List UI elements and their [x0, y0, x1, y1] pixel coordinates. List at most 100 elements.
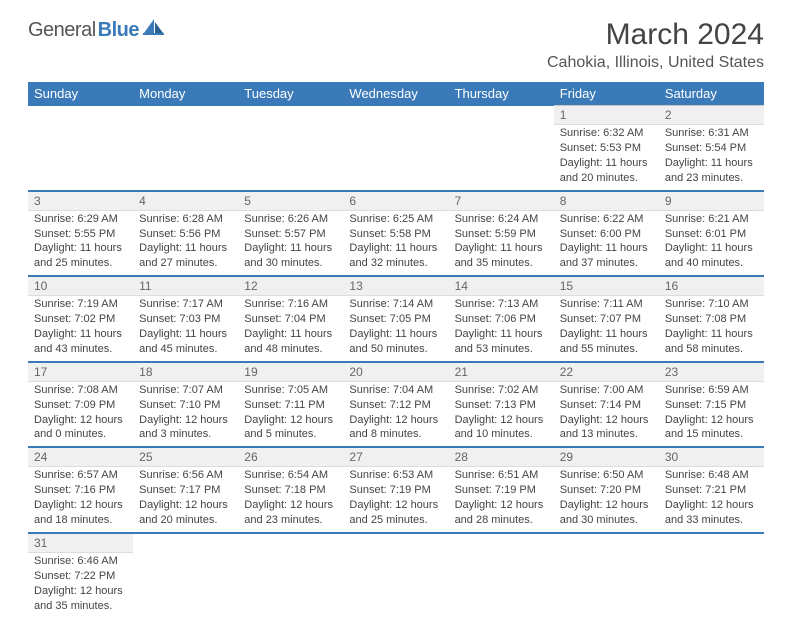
sunrise-text: Sunrise: 7:14 AM: [349, 297, 442, 312]
calendar-cell: 31Sunrise: 6:46 AMSunset: 7:22 PMDayligh…: [28, 533, 133, 617]
sunset-text: Sunset: 7:18 PM: [244, 483, 337, 498]
sunrise-text: Sunrise: 6:46 AM: [34, 554, 127, 569]
sunset-text: Sunset: 5:54 PM: [665, 141, 758, 156]
sunset-text: Sunset: 7:02 PM: [34, 312, 127, 327]
sunset-text: Sunset: 7:17 PM: [139, 483, 232, 498]
day-number: 13: [343, 277, 448, 296]
calendar-cell: 2Sunrise: 6:31 AMSunset: 5:54 PMDaylight…: [659, 106, 764, 191]
sunset-text: Sunset: 7:05 PM: [349, 312, 442, 327]
sunrise-text: Sunrise: 6:31 AM: [665, 126, 758, 141]
sunrise-text: Sunrise: 7:05 AM: [244, 383, 337, 398]
sunset-text: Sunset: 7:13 PM: [455, 398, 548, 413]
logo-text-blue: Blue: [98, 19, 139, 42]
calendar-cell: 29Sunrise: 6:50 AMSunset: 7:20 PMDayligh…: [554, 447, 659, 533]
calendar-cell: 7Sunrise: 6:24 AMSunset: 5:59 PMDaylight…: [449, 191, 554, 277]
sunrise-text: Sunrise: 6:50 AM: [560, 468, 653, 483]
day-number: 14: [449, 277, 554, 296]
calendar-cell: 24Sunrise: 6:57 AMSunset: 7:16 PMDayligh…: [28, 447, 133, 533]
calendar-cell: 10Sunrise: 7:19 AMSunset: 7:02 PMDayligh…: [28, 276, 133, 362]
header: GeneralBlue March 2024 Cahokia, Illinois…: [28, 18, 764, 78]
day-number: 26: [238, 448, 343, 467]
day-header: Saturday: [659, 82, 764, 106]
calendar-cell: 22Sunrise: 7:00 AMSunset: 7:14 PMDayligh…: [554, 362, 659, 448]
day-number: 10: [28, 277, 133, 296]
calendar-cell: 19Sunrise: 7:05 AMSunset: 7:11 PMDayligh…: [238, 362, 343, 448]
day-number: 4: [133, 192, 238, 211]
calendar-cell: 14Sunrise: 7:13 AMSunset: 7:06 PMDayligh…: [449, 276, 554, 362]
day-number: 29: [554, 448, 659, 467]
day-number: 27: [343, 448, 448, 467]
calendar-cell: 3Sunrise: 6:29 AMSunset: 5:55 PMDaylight…: [28, 191, 133, 277]
sunrise-text: Sunrise: 7:13 AM: [455, 297, 548, 312]
calendar-body: 1Sunrise: 6:32 AMSunset: 5:53 PMDaylight…: [28, 106, 764, 617]
sunrise-text: Sunrise: 7:07 AM: [139, 383, 232, 398]
sunrise-text: Sunrise: 6:51 AM: [455, 468, 548, 483]
day-number: 31: [28, 534, 133, 553]
day-number: 2: [659, 106, 764, 125]
daylight-text: Daylight: 11 hours and 48 minutes.: [244, 327, 337, 357]
sunset-text: Sunset: 7:21 PM: [665, 483, 758, 498]
day-number: 23: [659, 363, 764, 382]
sunrise-text: Sunrise: 7:11 AM: [560, 297, 653, 312]
sunset-text: Sunset: 7:11 PM: [244, 398, 337, 413]
daylight-text: Daylight: 11 hours and 50 minutes.: [349, 327, 442, 357]
day-number: 17: [28, 363, 133, 382]
calendar-cell: [133, 106, 238, 191]
daylight-text: Daylight: 11 hours and 20 minutes.: [560, 156, 653, 186]
calendar-cell: 8Sunrise: 6:22 AMSunset: 6:00 PMDaylight…: [554, 191, 659, 277]
daylight-text: Daylight: 11 hours and 23 minutes.: [665, 156, 758, 186]
sunrise-text: Sunrise: 7:16 AM: [244, 297, 337, 312]
daylight-text: Daylight: 12 hours and 5 minutes.: [244, 413, 337, 443]
calendar-cell: 21Sunrise: 7:02 AMSunset: 7:13 PMDayligh…: [449, 362, 554, 448]
daylight-text: Daylight: 11 hours and 45 minutes.: [139, 327, 232, 357]
day-number: 3: [28, 192, 133, 211]
calendar-cell: 4Sunrise: 6:28 AMSunset: 5:56 PMDaylight…: [133, 191, 238, 277]
logo: GeneralBlue: [28, 18, 165, 42]
day-number: 21: [449, 363, 554, 382]
sunrise-text: Sunrise: 6:25 AM: [349, 212, 442, 227]
sunset-text: Sunset: 5:58 PM: [349, 227, 442, 242]
sunset-text: Sunset: 5:59 PM: [455, 227, 548, 242]
daylight-text: Daylight: 11 hours and 32 minutes.: [349, 241, 442, 271]
day-header: Sunday: [28, 82, 133, 106]
daylight-text: Daylight: 12 hours and 33 minutes.: [665, 498, 758, 528]
day-header-row: SundayMondayTuesdayWednesdayThursdayFrid…: [28, 82, 764, 106]
calendar-cell: [238, 106, 343, 191]
sunset-text: Sunset: 7:14 PM: [560, 398, 653, 413]
day-number: 30: [659, 448, 764, 467]
daylight-text: Daylight: 12 hours and 18 minutes.: [34, 498, 127, 528]
month-title: March 2024: [547, 18, 764, 52]
sail-icon: [143, 18, 165, 42]
day-number: 11: [133, 277, 238, 296]
day-number: 5: [238, 192, 343, 211]
calendar-cell: 27Sunrise: 6:53 AMSunset: 7:19 PMDayligh…: [343, 447, 448, 533]
calendar-cell: 12Sunrise: 7:16 AMSunset: 7:04 PMDayligh…: [238, 276, 343, 362]
day-number: 1: [554, 106, 659, 125]
daylight-text: Daylight: 11 hours and 40 minutes.: [665, 241, 758, 271]
day-header: Monday: [133, 82, 238, 106]
day-number: 16: [659, 277, 764, 296]
day-number: 19: [238, 363, 343, 382]
sunrise-text: Sunrise: 6:32 AM: [560, 126, 653, 141]
calendar-cell: 23Sunrise: 6:59 AMSunset: 7:15 PMDayligh…: [659, 362, 764, 448]
daylight-text: Daylight: 11 hours and 55 minutes.: [560, 327, 653, 357]
daylight-text: Daylight: 12 hours and 30 minutes.: [560, 498, 653, 528]
daylight-text: Daylight: 11 hours and 35 minutes.: [455, 241, 548, 271]
sunrise-text: Sunrise: 7:19 AM: [34, 297, 127, 312]
sunset-text: Sunset: 7:19 PM: [349, 483, 442, 498]
calendar-cell: 28Sunrise: 6:51 AMSunset: 7:19 PMDayligh…: [449, 447, 554, 533]
sunrise-text: Sunrise: 6:59 AM: [665, 383, 758, 398]
daylight-text: Daylight: 12 hours and 13 minutes.: [560, 413, 653, 443]
sunrise-text: Sunrise: 6:22 AM: [560, 212, 653, 227]
calendar-row: 1Sunrise: 6:32 AMSunset: 5:53 PMDaylight…: [28, 106, 764, 191]
calendar-cell: [133, 533, 238, 617]
calendar-cell: 6Sunrise: 6:25 AMSunset: 5:58 PMDaylight…: [343, 191, 448, 277]
sunrise-text: Sunrise: 6:56 AM: [139, 468, 232, 483]
daylight-text: Daylight: 12 hours and 23 minutes.: [244, 498, 337, 528]
daylight-text: Daylight: 11 hours and 25 minutes.: [34, 241, 127, 271]
calendar-cell: 16Sunrise: 7:10 AMSunset: 7:08 PMDayligh…: [659, 276, 764, 362]
day-number: 7: [449, 192, 554, 211]
sunset-text: Sunset: 7:06 PM: [455, 312, 548, 327]
calendar-cell: [343, 533, 448, 617]
sunrise-text: Sunrise: 6:53 AM: [349, 468, 442, 483]
